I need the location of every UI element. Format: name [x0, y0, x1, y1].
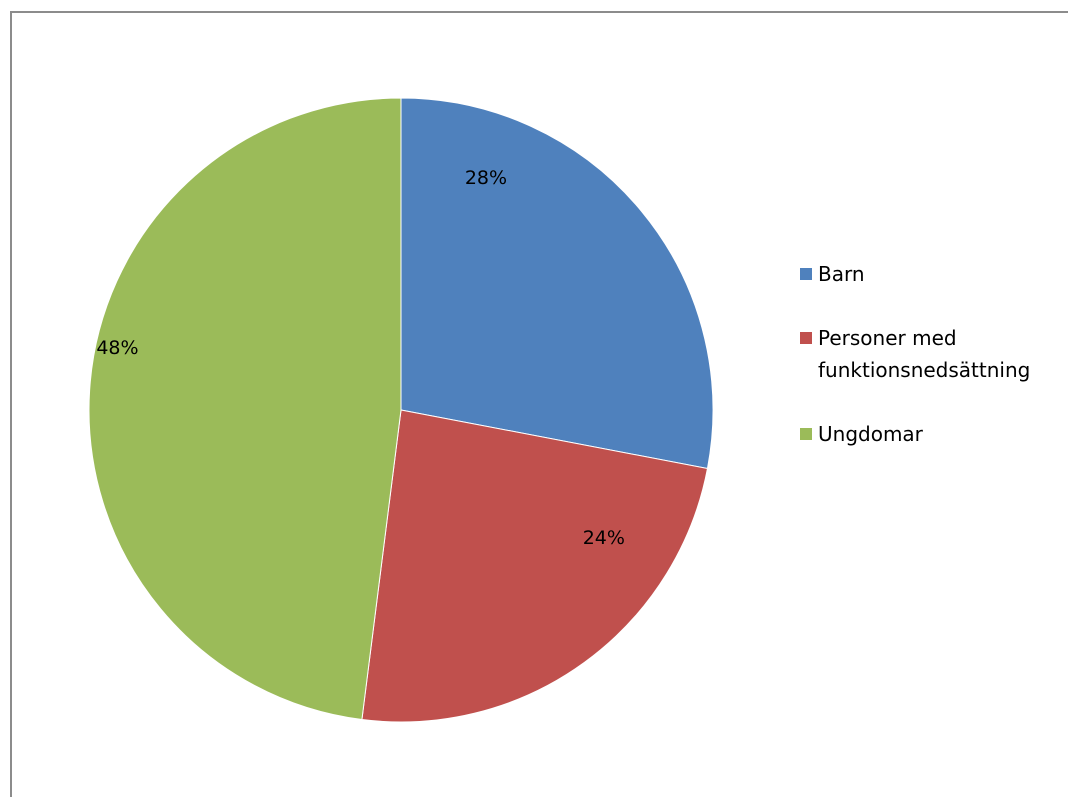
legend-label-barn: Barn: [818, 262, 865, 286]
legend-swatch-barn: [800, 268, 812, 280]
pie-slice-barn: [400, 97, 714, 470]
data-label-ungdomar: 48%: [96, 337, 138, 359]
legend-item-personer-med-funktionsnedsattning: Personer med funktionsnedsättning: [800, 322, 1065, 386]
pie-slice-ungdomar: [88, 97, 402, 721]
legend-item-ungdomar: Ungdomar: [800, 418, 1065, 450]
legend-label-ungdomar: Ungdomar: [818, 422, 923, 446]
data-label-personer-med-funktionsnedsattning: 24%: [583, 527, 625, 549]
legend-item-barn: Barn: [800, 258, 1065, 290]
pie-slice-personer-med-funktionsnedsattning: [361, 409, 709, 723]
legend: Barn Personer med funktionsnedsättning U…: [800, 258, 1065, 450]
data-label-barn: 28%: [465, 167, 507, 189]
legend-label-personer-med-funktionsnedsattning: Personer med funktionsnedsättning: [818, 326, 1031, 382]
legend-swatch-personer-med-funktionsnedsattning: [800, 332, 812, 344]
legend-swatch-ungdomar: [800, 428, 812, 440]
